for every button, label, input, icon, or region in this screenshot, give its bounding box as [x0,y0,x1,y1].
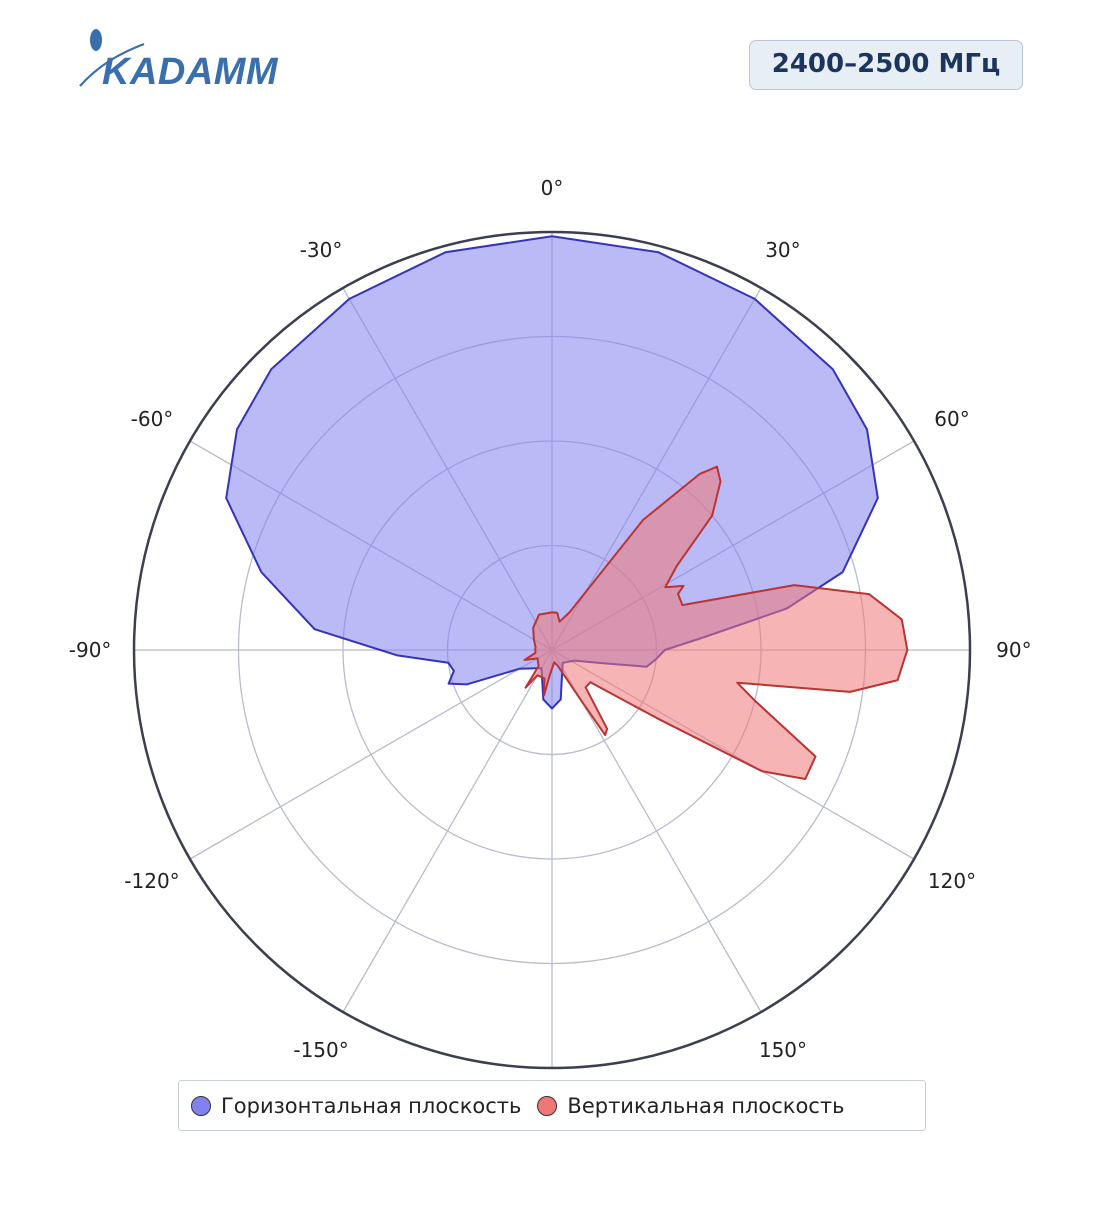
angle-tick-label: 150° [759,1038,807,1062]
polar-outer-ring [132,230,972,1070]
angle-tick-label: 0° [541,176,564,200]
angle-tick-label: -120° [124,869,179,893]
angular-grid-line [189,649,553,860]
angle-tick-labels: 0° 30° 60° 90° 120° 150° -150° -120° -90° -60° -30… [69,176,1032,1062]
angle-tick-label: 90° [996,638,1031,662]
legend-swatch-vertical [537,1095,558,1116]
angle-tick-label: 60° [934,407,969,431]
legend-item-vertical[interactable]: Вертикальная плоскость [537,1094,844,1118]
angular-grid-line [342,649,553,1013]
angle-tick-label: -150° [293,1038,348,1062]
series-layer [225,235,909,780]
angle-tick-label: -60° [131,407,174,431]
logo-wordmark: KADAMM [102,51,279,92]
legend-label-vertical: Вертикальная плоскость [567,1093,845,1118]
angle-tick-label: -90° [69,638,112,662]
logo-dot [90,29,102,51]
series-vertical-plane [523,465,909,780]
legend-item-horizontal[interactable]: Горизонтальная плоскость [191,1094,521,1118]
legend-label-horizontal: Горизонтальная плоскость [221,1093,522,1118]
logo-swoosh [79,42,145,87]
legend: Горизонтальная плоскость Вертикальная пл… [178,1080,926,1131]
kadamm-logo: KADAMM [79,29,279,92]
angle-tick-label: -30° [300,238,343,262]
angle-tick-label: 120° [928,869,976,893]
angle-tick-label: 30° [765,238,800,262]
legend-swatch-horizontal [191,1095,211,1116]
frequency-badge: 2400–2500 МГц [749,40,1023,90]
series-horizontal-plane [225,235,879,710]
